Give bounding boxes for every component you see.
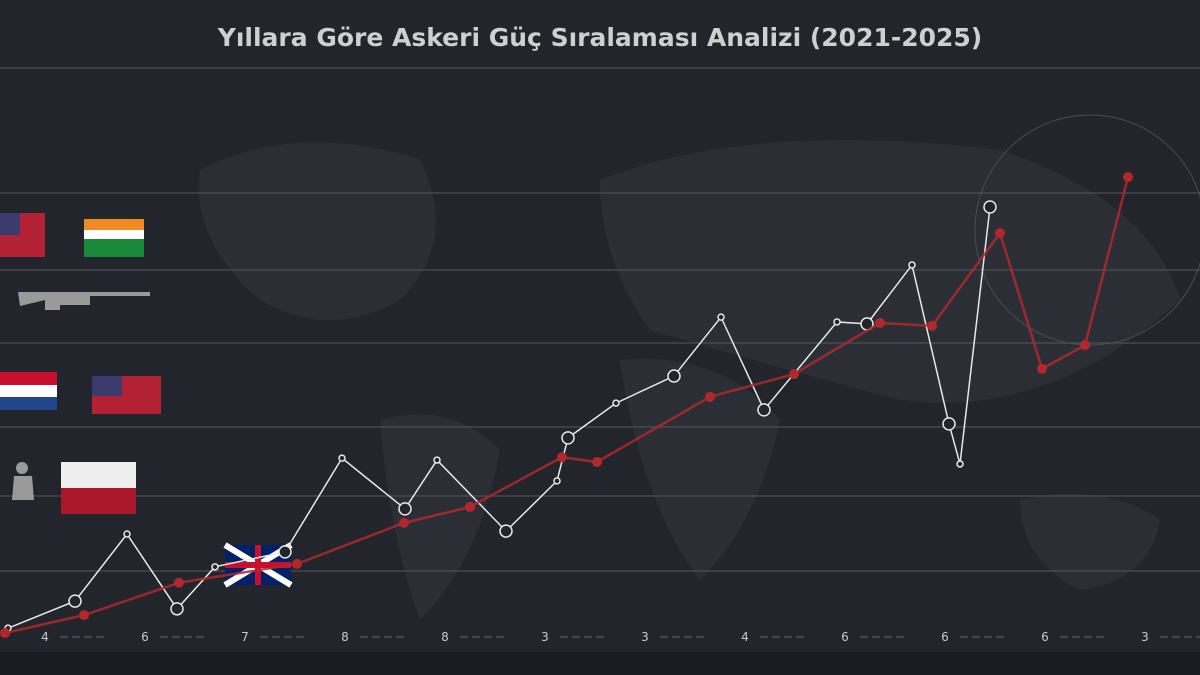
grid (0, 67, 1200, 572)
point (875, 317, 885, 328)
point (1123, 172, 1133, 183)
point (68, 594, 82, 608)
point (908, 261, 916, 269)
series-line (4, 176, 1130, 635)
point (927, 320, 937, 331)
point (0, 628, 10, 638)
point (338, 454, 346, 462)
x-label: 3 (1141, 630, 1149, 644)
point (717, 313, 725, 321)
point (79, 610, 89, 621)
x-label: 8 (441, 630, 449, 644)
point (123, 530, 131, 538)
world-map (198, 140, 1180, 620)
point (465, 501, 475, 512)
point (174, 577, 184, 588)
x-label: 4 (741, 630, 749, 644)
point (995, 228, 1005, 239)
point (833, 318, 841, 326)
point (667, 369, 681, 383)
decor-circle (974, 114, 1200, 346)
point (942, 417, 956, 431)
point (983, 200, 997, 214)
point (956, 460, 964, 468)
point (1080, 340, 1090, 351)
point (278, 545, 292, 559)
point (398, 502, 412, 516)
x-label: 3 (641, 630, 649, 644)
point (399, 517, 409, 528)
point (612, 399, 620, 407)
footer-bar (0, 652, 1200, 675)
point (211, 563, 219, 571)
point (789, 369, 799, 380)
x-label: 4 (41, 630, 49, 644)
x-label: 8 (341, 630, 349, 644)
x-label: 3 (541, 630, 549, 644)
point (433, 456, 441, 464)
point (553, 477, 561, 485)
point (292, 558, 302, 569)
point (557, 452, 567, 463)
point (170, 602, 184, 616)
point (499, 524, 513, 538)
x-label: 7 (241, 630, 249, 644)
chart-title: Yıllara Göre Askeri Güç Sıralaması Anali… (217, 23, 983, 52)
x-label: 6 (841, 630, 849, 644)
x-label: 6 (1041, 630, 1049, 644)
x-label: 6 (941, 630, 949, 644)
point (1037, 363, 1047, 374)
x-label: 6 (141, 630, 149, 644)
point (561, 431, 575, 445)
point (592, 457, 602, 468)
point (705, 391, 715, 402)
point (757, 403, 771, 417)
